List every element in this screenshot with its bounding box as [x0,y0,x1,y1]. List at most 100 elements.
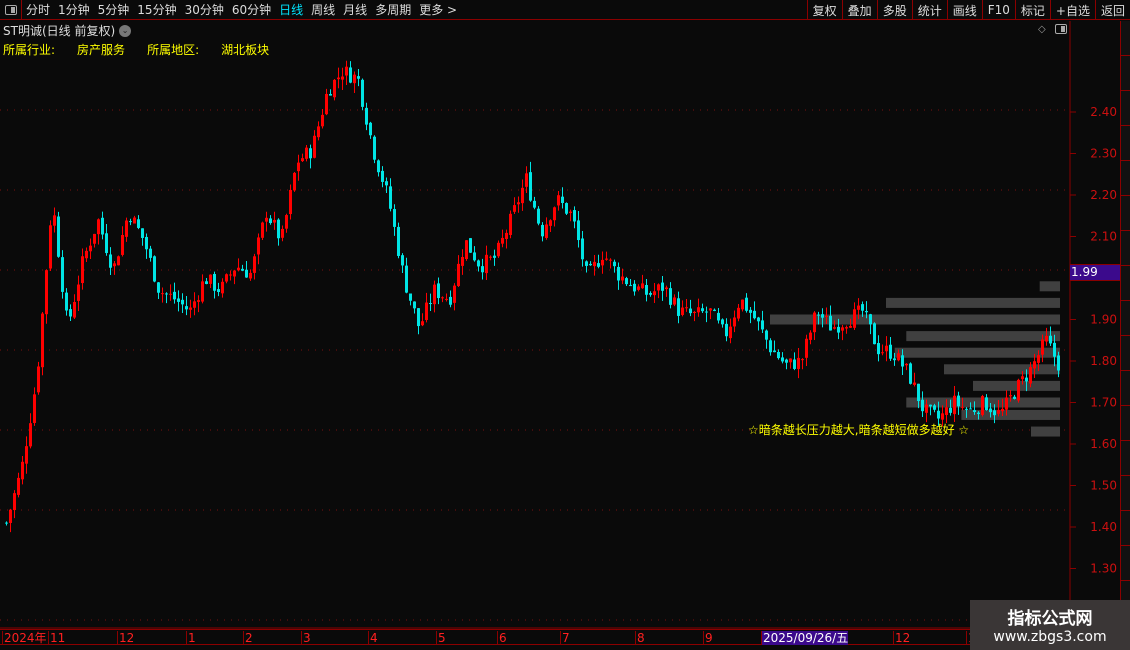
candle-body [837,326,840,333]
tool-button-3[interactable]: 统计 [911,0,947,20]
candle-body [825,315,828,317]
candle-body [213,273,216,291]
tool-button-6[interactable]: 标记 [1014,0,1050,20]
side-tab[interactable] [1121,126,1130,161]
side-tab[interactable] [1121,161,1130,196]
candle-body [749,309,752,313]
panel-toggle-icon[interactable] [1055,24,1067,34]
side-tab[interactable] [1121,56,1130,91]
tool-button-2[interactable]: 多股 [876,0,912,20]
candle-body [389,186,392,209]
tab-period-5[interactable]: 60分钟 [231,3,272,17]
candle-body [241,268,244,271]
candle-body [817,314,820,316]
candle-body [217,289,220,293]
chevron-down-icon[interactable]: ⌄ [119,24,132,37]
panel-toggle-button[interactable] [0,0,22,20]
candle-body [317,126,320,138]
side-tab[interactable] [1121,301,1130,336]
candle-body [509,213,512,235]
tab-period-10[interactable]: 更多 > [419,3,458,17]
candle-body [1009,395,1012,397]
candle-body [997,410,1000,414]
candle-body [333,79,336,98]
tool-button-7[interactable]: +自选 [1049,0,1095,20]
tab-period-7[interactable]: 周线 [311,3,336,17]
candle-body [325,93,328,115]
candle-body [209,274,212,284]
tab-period-0[interactable]: 分时 [26,3,51,17]
side-tab[interactable] [1121,406,1130,441]
side-tab[interactable] [1121,196,1130,231]
time-label: 2 [243,631,253,645]
candle-body [633,283,636,292]
candle-body [801,359,804,361]
candle-body [353,74,356,84]
candle-body [1001,408,1004,412]
candle-body [385,181,388,186]
candle-body [973,410,976,413]
candle-body [937,410,940,419]
candle-body [33,394,36,423]
candle-body [901,355,904,367]
side-tab[interactable] [1121,476,1130,511]
tab-period-4[interactable]: 30分钟 [184,3,224,17]
tab-period-3[interactable]: 15分钟 [137,3,177,17]
candle-body [841,327,844,331]
candle-body [329,93,332,96]
side-tab[interactable] [1121,546,1130,581]
candle-body [237,267,240,271]
candle-body [1057,355,1060,371]
candle-body [877,343,880,355]
candle-body [437,283,440,299]
tab-period-1[interactable]: 1分钟 [58,3,90,17]
side-tab[interactable] [1121,336,1130,371]
side-tab[interactable] [1121,511,1130,546]
candle-body [921,399,924,412]
candle-body [53,215,56,226]
candle-body [177,298,180,302]
candle-body [365,107,368,125]
candle-body [925,404,928,413]
candle-body [309,148,312,159]
time-label: 5 [436,631,446,645]
tool-button-5[interactable]: F10 [981,0,1015,20]
side-tab[interactable] [1121,21,1130,56]
candle-body [717,312,720,321]
diamond-icon[interactable]: ◇ [1038,24,1046,35]
candle-body [477,260,480,267]
candle-body [569,211,572,214]
side-tab[interactable] [1121,266,1130,301]
candle-body [425,302,428,320]
tool-button-4[interactable]: 画线 [946,0,982,20]
tab-period-6[interactable]: 日线 [279,3,304,17]
candle-body [693,311,696,313]
candle-body [1045,335,1048,342]
tab-period-9[interactable]: 多周期 [375,3,412,17]
candle-body [501,237,504,244]
y-tick-label: 1.60 [1090,437,1117,451]
candle-body [797,357,800,369]
candle-body [869,314,872,325]
tab-period-8[interactable]: 月线 [343,3,368,17]
industry-label: 所属行业: [3,43,56,57]
tool-button-0[interactable]: 复权 [806,0,842,20]
candle-body [1021,376,1024,380]
candle-body [729,326,732,339]
candle-body [465,240,468,260]
tab-period-2[interactable]: 5分钟 [97,3,130,17]
candle-body [45,270,48,315]
candle-body [893,358,896,361]
candle-body [861,304,864,311]
tool-button-1[interactable]: 叠加 [841,0,877,20]
side-tab[interactable] [1121,231,1130,266]
side-tab[interactable] [1121,371,1130,406]
candle-body [549,220,552,226]
volume-profile-bar [894,347,1060,358]
stock-title: ST明诚(日线 前复权) ⌄ [3,22,132,39]
tool-button-8[interactable]: 返回 [1094,0,1130,20]
side-tab[interactable] [1121,91,1130,126]
side-tab[interactable] [1121,441,1130,476]
candle-body [653,291,656,296]
